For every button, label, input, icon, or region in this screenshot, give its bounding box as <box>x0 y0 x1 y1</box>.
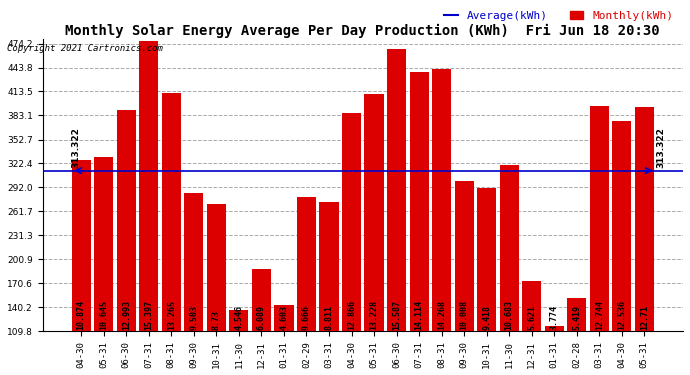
Text: 12.536: 12.536 <box>618 300 627 330</box>
Bar <box>139 41 159 332</box>
Text: 12.993: 12.993 <box>121 300 131 330</box>
Text: Copyright 2021 Cartronics.com: Copyright 2021 Cartronics.com <box>7 44 163 52</box>
Bar <box>567 298 586 332</box>
Text: 10.645: 10.645 <box>99 300 108 330</box>
Text: 10.683: 10.683 <box>504 300 514 330</box>
Text: 5.419: 5.419 <box>572 305 581 330</box>
Bar <box>275 306 293 332</box>
Text: 13.265: 13.265 <box>167 300 176 330</box>
Bar <box>229 310 248 332</box>
Bar <box>297 197 316 332</box>
Text: 12.71: 12.71 <box>640 305 649 330</box>
Text: 4.603: 4.603 <box>279 305 288 330</box>
Text: 15.397: 15.397 <box>144 300 153 330</box>
Bar <box>432 69 451 332</box>
Text: 10.008: 10.008 <box>460 300 469 330</box>
Bar <box>364 94 384 332</box>
Bar <box>477 188 496 332</box>
Text: 9.503: 9.503 <box>189 305 198 330</box>
Bar <box>612 121 631 332</box>
Bar <box>94 158 113 332</box>
Text: 10.874: 10.874 <box>77 300 86 330</box>
Text: 9.418: 9.418 <box>482 305 491 330</box>
Bar <box>319 202 339 332</box>
Bar <box>184 193 204 332</box>
Bar <box>455 181 474 332</box>
Text: 8.811: 8.811 <box>324 305 333 330</box>
Bar <box>590 106 609 332</box>
Text: 14.268: 14.268 <box>437 300 446 330</box>
Bar <box>387 49 406 332</box>
Bar <box>342 113 361 332</box>
Bar <box>117 110 136 332</box>
Title: Monthly Solar Energy Average Per Day Production (KWh)  Fri Jun 18 20:30: Monthly Solar Energy Average Per Day Pro… <box>66 24 660 38</box>
Bar <box>544 326 564 332</box>
Text: 313.322: 313.322 <box>657 128 666 168</box>
Text: 5.621: 5.621 <box>527 305 536 330</box>
Text: 14.114: 14.114 <box>415 300 424 330</box>
Bar <box>252 269 271 332</box>
Text: 9.666: 9.666 <box>302 305 311 330</box>
Bar <box>522 280 542 332</box>
Text: 12.866: 12.866 <box>347 300 356 330</box>
Bar <box>72 160 91 332</box>
Text: 3.774: 3.774 <box>550 305 559 330</box>
Text: 15.587: 15.587 <box>392 300 401 330</box>
Text: 4.546: 4.546 <box>235 305 244 330</box>
Text: 6.089: 6.089 <box>257 305 266 330</box>
Bar <box>410 72 428 332</box>
Legend: Average(kWh), Monthly(kWh): Average(kWh), Monthly(kWh) <box>440 6 678 26</box>
Text: 12.744: 12.744 <box>595 300 604 330</box>
Bar <box>500 165 519 332</box>
Bar <box>207 204 226 332</box>
Bar <box>161 93 181 332</box>
Text: 313.322: 313.322 <box>71 128 80 168</box>
Bar <box>635 107 654 332</box>
Text: 8.73: 8.73 <box>212 310 221 330</box>
Text: 13.228: 13.228 <box>370 300 379 330</box>
